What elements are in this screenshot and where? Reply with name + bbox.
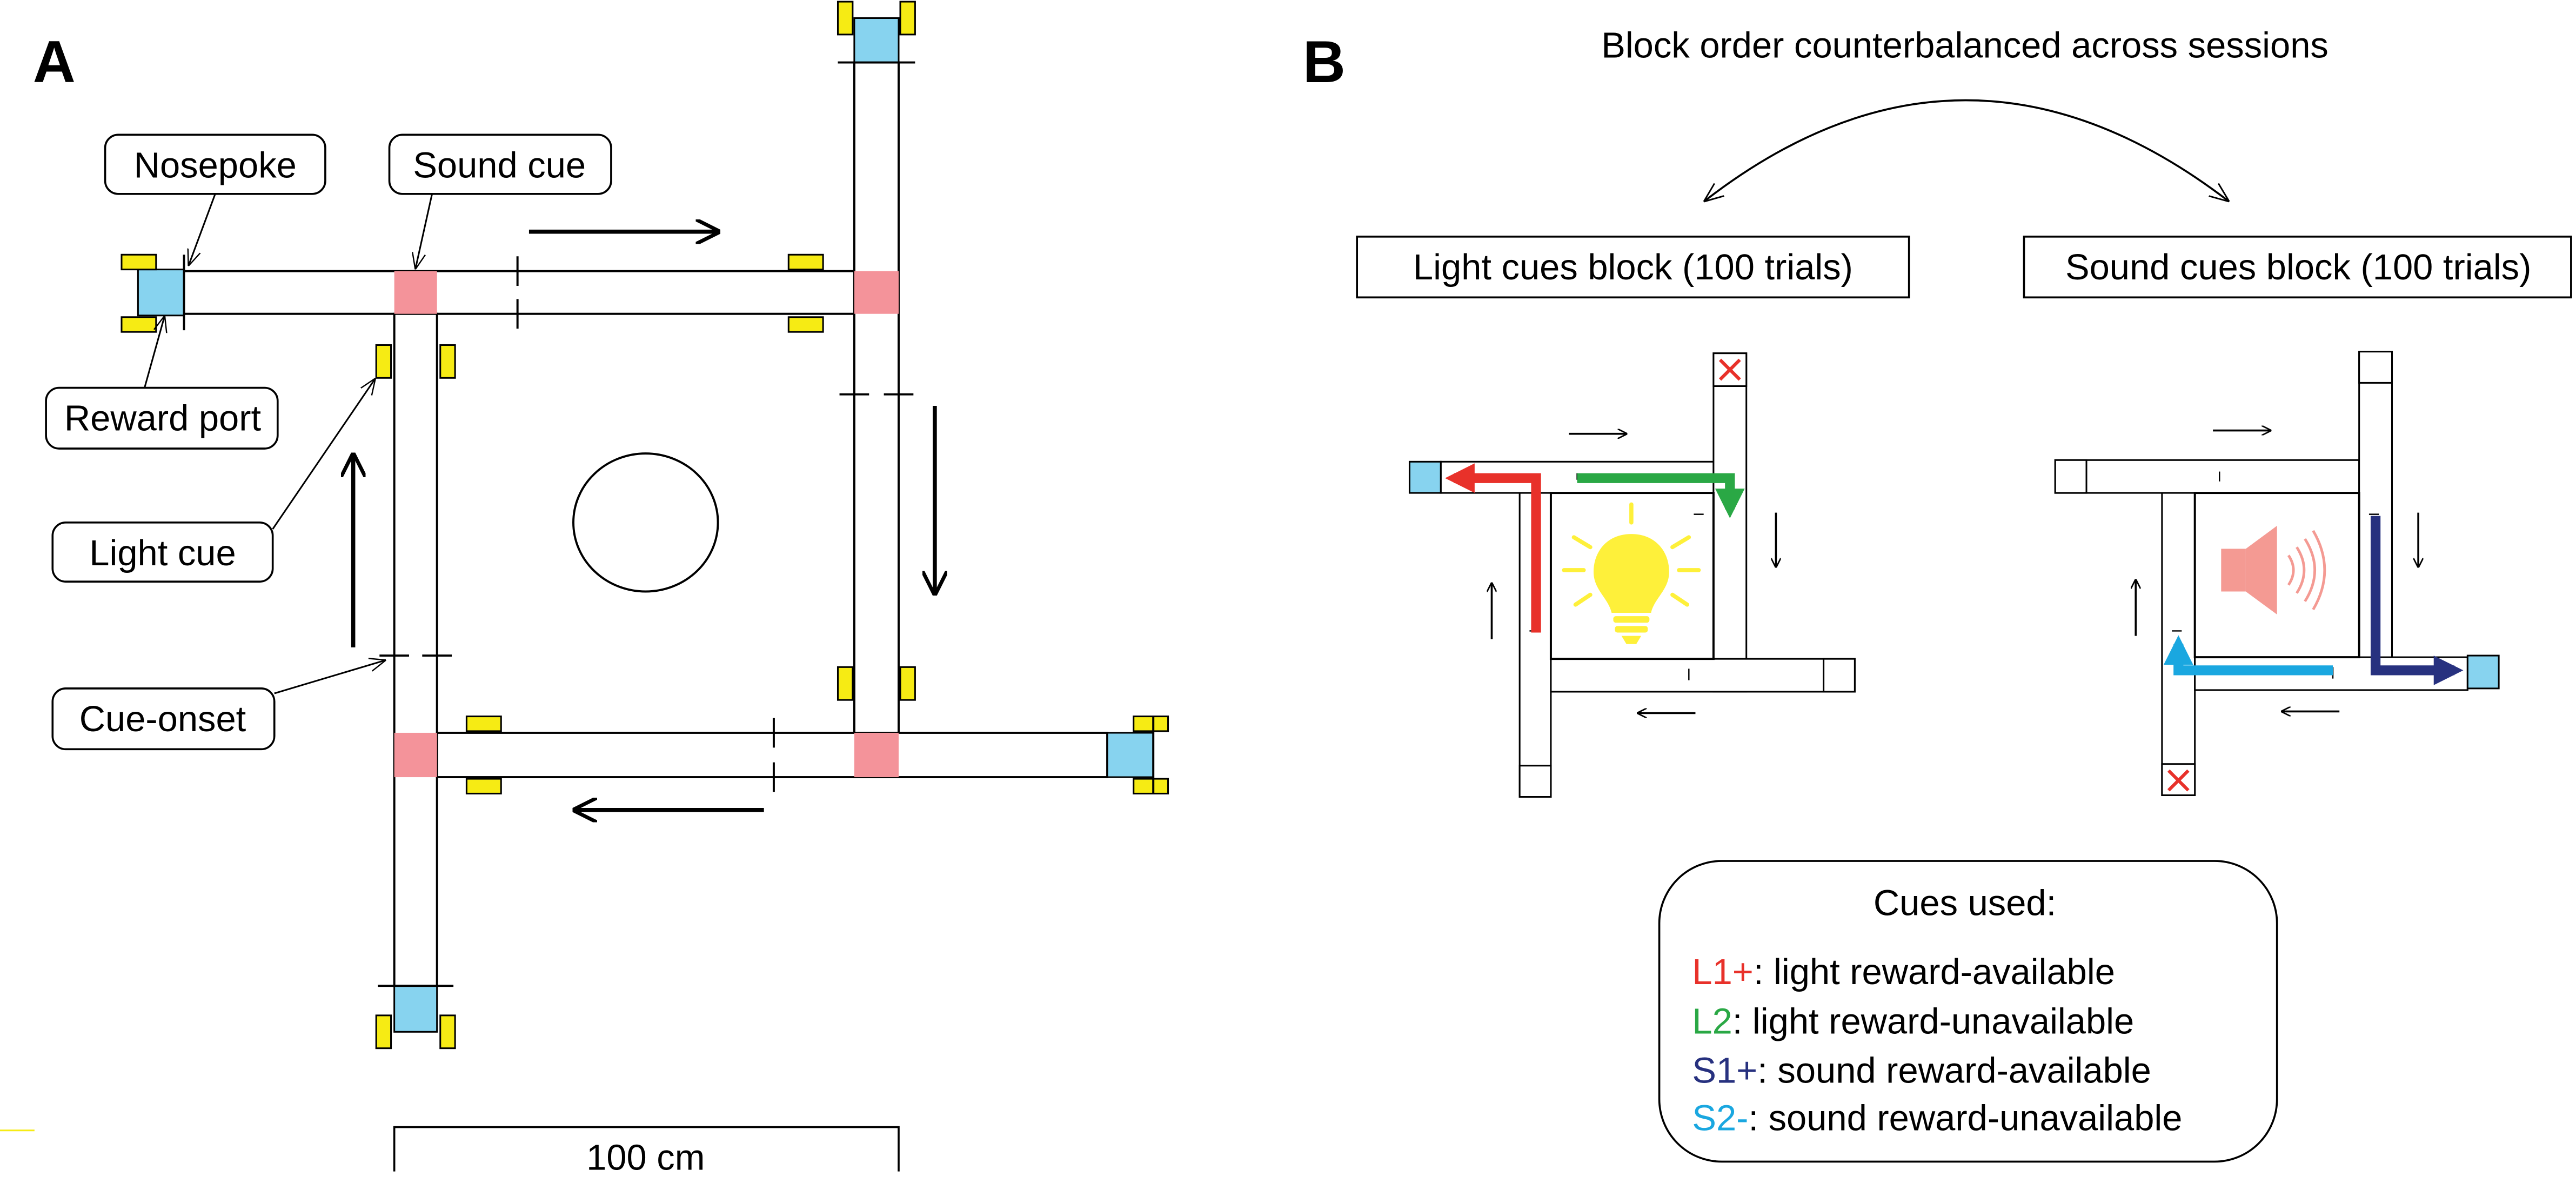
pointer-lines — [144, 193, 433, 694]
l2-path — [1577, 473, 1745, 518]
reward-port-label: Reward port — [64, 398, 262, 439]
legend-box — [1658, 860, 2278, 1163]
callout-boxes — [45, 133, 612, 751]
sound-block-label: Sound cues block (100 trials) — [2065, 247, 2531, 288]
counterbalance-arc — [1705, 99, 2228, 200]
legend-item: S2-: sound reward-unavailable — [1692, 1098, 2182, 1139]
nosepoke-square — [853, 17, 900, 64]
sound-maze — [2054, 351, 2500, 797]
nosepoke-square — [1106, 732, 1154, 778]
top-arm — [183, 270, 855, 315]
sound-cue-zone — [854, 732, 899, 778]
block-order-title: Block order counterbalanced across sessi… — [1601, 25, 2329, 65]
left-arm — [393, 312, 438, 987]
light-maze — [1408, 352, 1856, 798]
legend-item: S1+: sound reward-available — [1692, 1051, 2151, 1091]
nosepoke-square — [393, 985, 438, 1033]
cue-onset-label: Cue-onset — [79, 699, 246, 739]
scale-bar — [393, 1126, 900, 1172]
legend-title: Cues used: — [1874, 883, 2056, 923]
legend-item: L1+: light reward-available — [1692, 952, 2115, 992]
nosepoke-label: Nosepoke — [134, 145, 297, 185]
nosepokes — [137, 17, 1154, 1033]
s1-path — [2370, 516, 2464, 685]
l1-path — [1445, 463, 1541, 633]
light-cue-label: Light cue — [89, 533, 236, 573]
nosepoke-square — [137, 269, 185, 317]
panel-b-letter: B — [1303, 29, 1346, 95]
speaker-icon — [2221, 525, 2326, 615]
sound-cue-zone — [394, 732, 437, 778]
sound-cue-zones — [394, 271, 899, 778]
lightbulb-icon — [1562, 502, 1701, 644]
cue-onset-ticks — [183, 61, 1155, 987]
light-block-box — [1356, 235, 1910, 299]
sound-cue-label: Sound cue — [413, 145, 586, 185]
scale-bar-label: 100 cm — [586, 1138, 705, 1178]
bottom-arm — [436, 731, 1109, 779]
sound-cue-zone — [394, 271, 437, 314]
light-block-label: Light cues block (100 trials) — [1413, 247, 1853, 288]
legend-item: L2: light reward-unavailable — [1692, 1001, 2134, 1041]
panel-a: A — [0, 1, 1169, 1178]
sound-block-box — [2023, 235, 2572, 299]
light-cues — [121, 1, 1169, 1050]
right-arm — [853, 61, 900, 779]
s2-path — [2163, 635, 2333, 676]
maze-arms — [183, 61, 1109, 987]
center-circle — [572, 452, 719, 593]
panel-a-letter: A — [33, 29, 76, 95]
direction-arrows — [353, 232, 935, 810]
sound-cue-zone — [854, 271, 899, 314]
panel-b: B Block order counterbalanced across ses… — [1303, 25, 2572, 1163]
